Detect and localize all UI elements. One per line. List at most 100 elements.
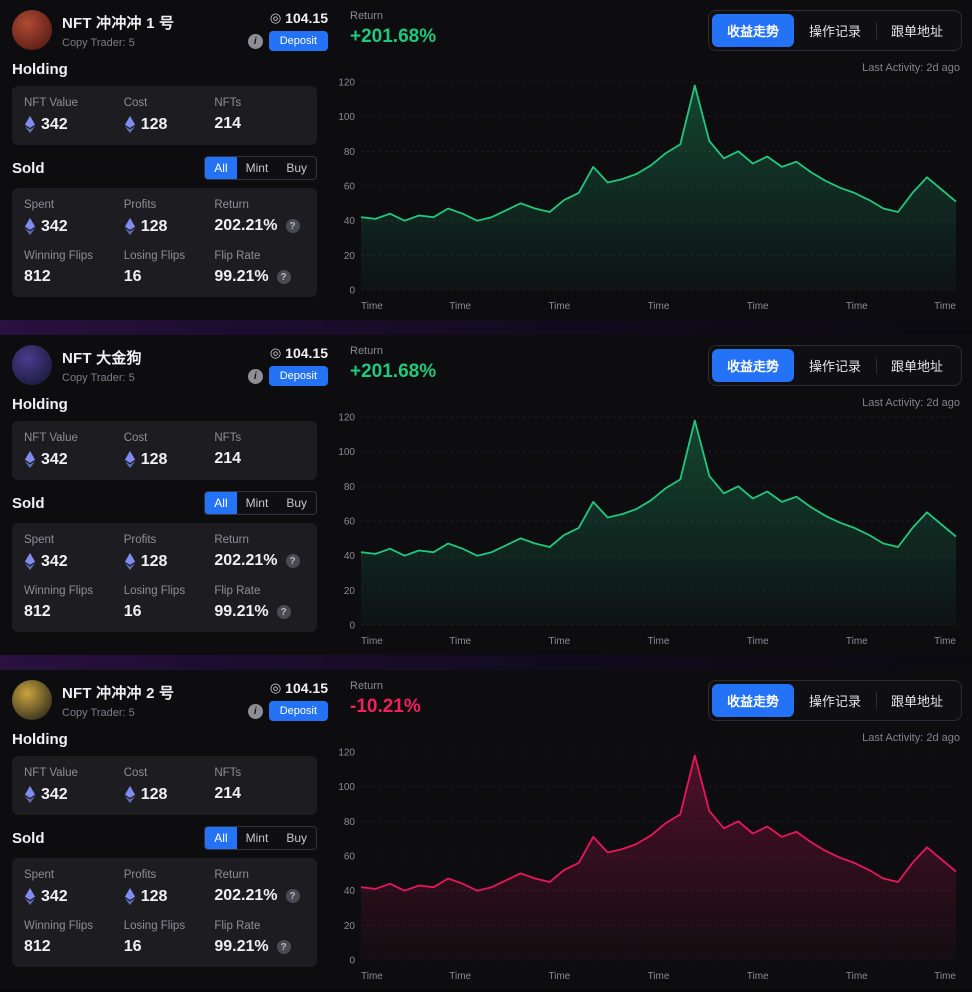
deposit-button[interactable]: Deposit <box>268 31 328 51</box>
stat-label: Return <box>214 869 249 881</box>
stat-value: 128 <box>140 552 168 570</box>
stat-value-row: 214 <box>214 450 305 468</box>
trader-profile[interactable]: NFT 大金狗 Copy Trader: 5 <box>12 345 240 385</box>
trader-profile[interactable]: NFT 冲冲冲 2 号 Copy Trader: 5 <box>12 680 240 720</box>
holding-panel: NFT Value 342 Cost 128 <box>12 756 317 815</box>
help-icon[interactable]: ? <box>285 554 300 568</box>
info-icon[interactable]: i <box>247 368 263 384</box>
stat-flip-rate: Flip Rate 99.21% ? <box>214 920 305 956</box>
last-activity: Last Activity: 2d ago <box>862 732 960 744</box>
stat-value-row: 128 <box>124 785 215 804</box>
svg-text:60: 60 <box>344 852 356 863</box>
stat-winning-flips: Winning Flips 812 <box>24 585 124 621</box>
stat-label: NFT Value <box>24 97 78 109</box>
deposit-button[interactable]: Deposit <box>268 701 328 721</box>
info-icon[interactable]: i <box>247 703 263 719</box>
tab-copy-address[interactable]: 跟单地址 <box>875 349 958 382</box>
sold-title: Sold <box>12 494 45 512</box>
tab-yield-trend[interactable]: 收益走势 <box>711 684 794 717</box>
help-icon[interactable]: ? <box>276 270 291 284</box>
filter-all[interactable]: All <box>205 157 237 179</box>
chart-area: Last Activity: 2d ago 0 20 40 60 80 100 120 Tim… <box>331 391 962 651</box>
filter-mint[interactable]: Mint <box>237 827 278 849</box>
stat-profits: Profits 128 <box>124 534 215 571</box>
tab-operation-log[interactable]: 操作记录 <box>794 14 876 47</box>
svg-text:60: 60 <box>344 517 356 528</box>
stat-nft-value: NFT Value 342 <box>24 97 124 134</box>
stat-label: Losing Flips <box>123 920 186 932</box>
help-icon[interactable]: ? <box>285 889 300 903</box>
svg-text:Time: Time <box>449 636 471 647</box>
filter-buy[interactable]: Buy <box>277 157 316 179</box>
tab-group: 收益走势 操作记录 跟单地址 <box>707 10 962 51</box>
stat-value: 342 <box>41 450 68 468</box>
filter-all[interactable]: All <box>205 827 237 849</box>
tab-copy-address[interactable]: 跟单地址 <box>875 684 958 717</box>
stat-label: NFTs <box>214 432 242 444</box>
deposit-row: i Deposit <box>247 701 328 721</box>
stat-nfts: NFTs 214 <box>214 97 305 134</box>
stat-value: 128 <box>140 887 168 905</box>
filter-all[interactable]: All <box>205 492 237 514</box>
filter-buy[interactable]: Buy <box>277 827 316 849</box>
tab-yield-trend[interactable]: 收益走势 <box>711 349 794 382</box>
stat-spent: Spent 342 <box>24 199 124 236</box>
tab-operation-log[interactable]: 操作记录 <box>794 684 876 717</box>
balance-block: ◎ 104.15 i Deposit <box>240 345 328 386</box>
stat-label: Cost <box>123 767 148 779</box>
help-icon[interactable]: ? <box>276 605 291 619</box>
tab-operation-log[interactable]: 操作记录 <box>794 349 876 382</box>
tab-copy-address[interactable]: 跟单地址 <box>875 14 958 47</box>
stat-label: Spent <box>24 869 55 881</box>
chart-area: Last Activity: 2d ago 0 20 40 60 80 100 120 Tim… <box>331 726 962 986</box>
stat-label: Losing Flips <box>123 250 186 262</box>
stat-value: 342 <box>41 785 68 803</box>
avatar <box>12 10 52 50</box>
eth-icon <box>124 217 136 236</box>
sold-filter-group: All Mint Buy <box>204 491 317 515</box>
stat-cost: Cost 128 <box>124 432 215 469</box>
stat-value: 202.21% <box>214 217 278 234</box>
profile-text: NFT 大金狗 Copy Trader: 5 <box>62 347 142 384</box>
deposit-row: i Deposit <box>247 31 328 51</box>
eth-icon <box>24 115 36 134</box>
return-value: +201.68% <box>350 361 437 382</box>
tab-yield-trend[interactable]: 收益走势 <box>711 14 794 47</box>
deposit-button[interactable]: Deposit <box>268 366 328 386</box>
stat-value-row: 202.21% ? <box>214 217 305 235</box>
stat-value-row: 16 <box>124 938 215 956</box>
stat-value-row: 99.21% ? <box>214 938 305 956</box>
return-block: Return +201.68% <box>350 10 436 48</box>
svg-text:60: 60 <box>344 182 356 193</box>
filter-mint[interactable]: Mint <box>237 492 278 514</box>
stat-value-row: 342 <box>24 887 124 906</box>
svg-text:Time: Time <box>449 301 471 312</box>
stat-value-row: 342 <box>24 115 124 134</box>
stat-value: 214 <box>214 115 242 132</box>
return-label: Return <box>350 10 384 22</box>
filter-buy[interactable]: Buy <box>277 492 316 514</box>
svg-text:80: 80 <box>344 482 356 493</box>
stat-cost: Cost 128 <box>124 767 215 804</box>
stat-label: Winning Flips <box>24 585 94 597</box>
stat-value-row: 202.21% ? <box>214 552 305 570</box>
stat-label: NFTs <box>214 97 242 109</box>
stat-label: Profits <box>123 869 157 881</box>
stat-label: Winning Flips <box>24 250 94 262</box>
stat-flip-rate: Flip Rate 99.21% ? <box>214 585 305 621</box>
eth-icon <box>124 552 136 571</box>
info-icon[interactable]: i <box>247 33 263 49</box>
stat-value-row: 342 <box>24 552 124 571</box>
stat-value-row: 128 <box>124 217 215 236</box>
trader-profile[interactable]: NFT 冲冲冲 1 号 Copy Trader: 5 <box>12 10 240 50</box>
help-icon[interactable]: ? <box>285 219 300 233</box>
stat-value: 128 <box>140 115 168 133</box>
deposit-row: i Deposit <box>247 366 328 386</box>
eth-icon <box>24 887 36 906</box>
stat-nfts: NFTs 214 <box>214 432 305 469</box>
coin-icon: ◎ <box>269 345 282 360</box>
filter-mint[interactable]: Mint <box>237 157 278 179</box>
svg-text:20: 20 <box>344 251 356 262</box>
help-icon[interactable]: ? <box>276 940 291 954</box>
stat-value: 99.21% <box>214 268 269 285</box>
